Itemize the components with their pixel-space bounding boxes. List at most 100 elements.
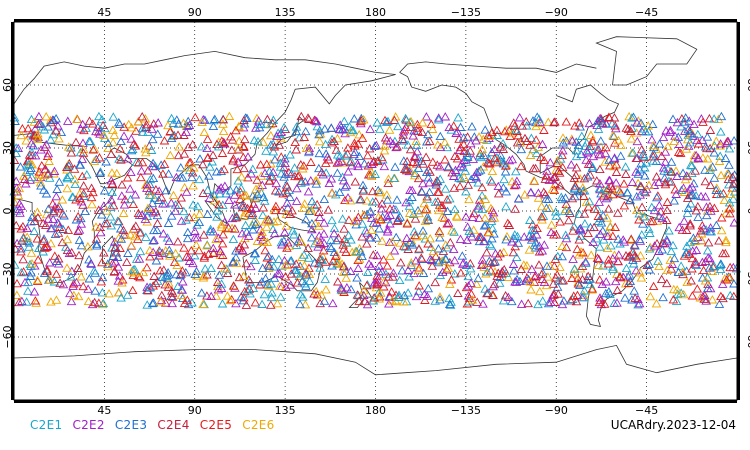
obs-marker-c2e6 [197, 117, 207, 127]
obs-marker-c2e2 [271, 178, 282, 188]
lon-tick-label-bottom: 180 [365, 404, 386, 414]
obs-marker-c2e6 [476, 199, 486, 208]
obs-marker-c2e1 [492, 130, 502, 139]
obs-marker-c2e1 [329, 223, 340, 233]
obs-marker-c2e4 [693, 201, 703, 211]
lat-tick-label-right: 0 [745, 208, 750, 215]
obs-marker-c2e4 [510, 204, 520, 213]
obs-marker-c2e3 [161, 185, 171, 195]
obs-marker-c2e1 [715, 189, 726, 199]
footer: C2E1 C2E2 C2E3 C2E4 C2E5 C2E6 UCARdry.20… [0, 414, 750, 438]
obs-marker-c2e4 [270, 186, 281, 195]
obs-marker-c2e4 [583, 159, 594, 168]
obs-marker-c2e3 [181, 267, 191, 277]
obs-marker-c2e1 [534, 114, 544, 123]
obs-marker-c2e5 [372, 271, 382, 280]
obs-marker-c2e4 [141, 119, 152, 129]
obs-marker-c2e2 [611, 123, 621, 133]
obs-marker-c2e1 [474, 166, 484, 175]
obs-marker-c2e6 [508, 128, 518, 137]
obs-marker-c2e1 [265, 215, 275, 225]
obs-marker-c2e2 [147, 124, 157, 133]
obs-marker-c2e1 [187, 297, 197, 307]
obs-marker-c2e4 [577, 261, 588, 270]
obs-marker-c2e2 [547, 174, 558, 184]
obs-marker-c2e5 [724, 204, 735, 213]
legend-item-c2e6: C2E6 [242, 418, 275, 432]
obs-marker-c2e2 [435, 142, 446, 152]
obs-marker-c2e1 [693, 129, 703, 139]
obs-marker-c2e1 [348, 125, 358, 135]
obs-marker-c2e3 [221, 188, 231, 198]
obs-marker-c2e4 [198, 188, 208, 197]
obs-marker-c2e3 [711, 185, 721, 194]
obs-marker-c2e2 [329, 228, 339, 238]
obs-marker-c2e5 [431, 251, 441, 261]
obs-marker-c2e1 [450, 204, 460, 214]
obs-marker-c2e6 [101, 206, 112, 215]
obs-marker-c2e6 [533, 142, 543, 151]
obs-marker-c2e6 [165, 150, 176, 159]
obs-marker-c2e3 [564, 206, 574, 215]
obs-marker-c2e6 [558, 133, 568, 142]
obs-marker-c2e2 [216, 183, 226, 192]
obs-marker-c2e6 [358, 210, 369, 219]
obs-marker-c2e4 [363, 161, 374, 170]
obs-marker-c2e2 [243, 152, 253, 161]
obs-marker-c2e1 [346, 235, 356, 244]
obs-marker-c2e6 [395, 238, 405, 247]
obs-marker-c2e4 [583, 271, 593, 280]
obs-marker-c2e1 [273, 128, 283, 137]
obs-marker-c2e4 [488, 290, 498, 299]
obs-marker-c2e1 [501, 201, 511, 211]
obs-marker-c2e1 [716, 127, 726, 136]
obs-marker-c2e2 [166, 198, 177, 207]
obs-marker-c2e6 [402, 217, 413, 227]
obs-marker-c2e4 [356, 115, 367, 125]
obs-marker-c2e1 [555, 154, 566, 163]
obs-marker-c2e5 [716, 213, 727, 222]
obs-marker-c2e6 [297, 252, 307, 261]
obs-marker-c2e2 [542, 166, 552, 175]
obs-marker-c2e2 [43, 214, 53, 223]
obs-marker-c2e5 [306, 157, 316, 166]
obs-marker-c2e5 [469, 208, 479, 218]
obs-marker-c2e5 [137, 157, 148, 167]
obs-marker-c2e2 [273, 269, 283, 278]
obs-marker-c2e5 [136, 172, 146, 182]
obs-marker-c2e1 [403, 140, 413, 149]
obs-marker-c2e3 [480, 125, 490, 134]
obs-marker-c2e4 [227, 145, 237, 154]
obs-marker-c2e1 [627, 113, 637, 122]
obs-marker-c2e3 [216, 166, 227, 176]
obs-marker-c2e4 [33, 212, 43, 222]
obs-marker-c2e3 [513, 238, 524, 247]
obs-marker-c2e5 [532, 223, 542, 233]
obs-marker-c2e4 [78, 188, 89, 198]
obs-marker-c2e3 [627, 295, 637, 304]
obs-marker-c2e5 [700, 290, 710, 299]
obs-marker-c2e4 [152, 218, 163, 228]
obs-marker-c2e2 [443, 218, 454, 227]
obs-marker-c2e5 [492, 125, 502, 134]
obs-marker-c2e2 [237, 228, 247, 238]
obs-marker-c2e6 [104, 288, 114, 298]
obs-marker-c2e6 [654, 261, 664, 271]
obs-marker-c2e5 [332, 158, 342, 167]
obs-marker-c2e4 [402, 156, 412, 166]
obs-marker-c2e3 [39, 185, 49, 194]
obs-marker-c2e2 [593, 144, 604, 154]
frame-bar [14, 19, 737, 22]
obs-marker-c2e6 [612, 185, 623, 194]
obs-marker-c2e3 [707, 162, 718, 171]
obs-marker-c2e2 [119, 230, 129, 239]
obs-marker-c2e4 [173, 130, 183, 139]
obs-marker-c2e2 [680, 126, 690, 135]
obs-marker-c2e4 [410, 214, 421, 223]
obs-marker-c2e3 [398, 136, 409, 145]
lon-tick-label-top: 45 [97, 6, 111, 19]
obs-marker-c2e5 [378, 255, 389, 264]
obs-marker-c2e3 [444, 299, 455, 309]
obs-marker-c2e1 [78, 191, 89, 200]
obs-marker-c2e3 [58, 224, 68, 233]
